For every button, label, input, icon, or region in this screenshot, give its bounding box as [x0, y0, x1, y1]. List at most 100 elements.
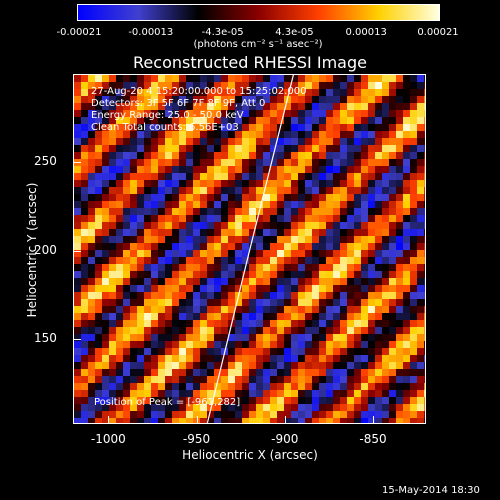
heatmap-cell: [158, 278, 165, 285]
heatmap-cell: [305, 278, 312, 285]
heatmap-cell: [88, 145, 95, 152]
heatmap-cell: [228, 222, 235, 229]
heatmap-cell: [214, 222, 221, 229]
heatmap-cell: [179, 390, 186, 397]
heatmap-cell: [165, 173, 172, 180]
heatmap-cell: [424, 341, 425, 348]
heatmap-cell: [193, 383, 200, 390]
heatmap-cell: [354, 285, 361, 292]
heatmap-cell: [74, 320, 81, 327]
heatmap-cell: [256, 250, 263, 257]
heatmap-cell: [144, 194, 151, 201]
heatmap-cell: [403, 124, 410, 131]
heatmap-cell: [354, 292, 361, 299]
heatmap-cell: [81, 250, 88, 257]
heatmap-cell: [424, 124, 425, 131]
heatmap-cell: [319, 75, 326, 82]
heatmap-cell: [158, 180, 165, 187]
heatmap-cell: [221, 131, 228, 138]
heatmap-cell: [326, 96, 333, 103]
heatmap-cell: [214, 299, 221, 306]
heatmap-cell: [88, 131, 95, 138]
heatmap-cell: [424, 411, 425, 418]
heatmap-cell: [179, 166, 186, 173]
heatmap-cell: [270, 180, 277, 187]
heatmap-cell: [95, 348, 102, 355]
heatmap-cell: [207, 271, 214, 278]
heatmap-cell: [179, 334, 186, 341]
heatmap-cell: [172, 117, 179, 124]
heatmap-cell: [144, 341, 151, 348]
heatmap-cell: [137, 103, 144, 110]
heatmap-cell: [151, 96, 158, 103]
heatmap-cell: [361, 75, 368, 82]
heatmap-cell: [151, 250, 158, 257]
heatmap-cell: [144, 306, 151, 313]
heatmap-cell: [410, 208, 417, 215]
heatmap-cell: [347, 397, 354, 404]
heatmap-cell: [403, 89, 410, 96]
heatmap-cell: [347, 82, 354, 89]
heatmap-cell: [256, 236, 263, 243]
heatmap-cell: [221, 341, 228, 348]
heatmap-cell: [214, 348, 221, 355]
y-tick-mark: [73, 339, 81, 341]
heatmap-cell: [375, 152, 382, 159]
heatmap-cell: [291, 131, 298, 138]
heatmap-cell: [256, 180, 263, 187]
heatmap-cell: [319, 152, 326, 159]
heatmap-cell: [165, 292, 172, 299]
heatmap-cell: [382, 124, 389, 131]
heatmap-cell: [382, 383, 389, 390]
heatmap-cell: [326, 369, 333, 376]
heatmap-cell: [137, 369, 144, 376]
heatmap-cell: [74, 173, 81, 180]
heatmap-cell: [172, 103, 179, 110]
heatmap-cell: [137, 362, 144, 369]
heatmap-cell: [354, 327, 361, 334]
heatmap-cell: [242, 285, 249, 292]
heatmap-cell: [319, 257, 326, 264]
heatmap-cell: [424, 236, 425, 243]
heatmap-cell: [368, 82, 375, 89]
heatmap-cell: [305, 117, 312, 124]
heatmap-cell: [417, 334, 424, 341]
x-tick-label: -900: [271, 432, 299, 446]
heatmap-cell: [228, 355, 235, 362]
heatmap-cell: [95, 355, 102, 362]
heatmap-cell: [347, 215, 354, 222]
heatmap-cell: [291, 348, 298, 355]
heatmap-cell: [347, 152, 354, 159]
heatmap-cell: [165, 390, 172, 397]
heatmap-cell: [116, 75, 123, 82]
heatmap-cell: [277, 411, 284, 418]
heatmap-cell: [340, 124, 347, 131]
heatmap-cell: [137, 320, 144, 327]
heatmap-cell: [137, 299, 144, 306]
heatmap-cell: [270, 313, 277, 320]
heatmap-cell: [228, 411, 235, 418]
heatmap-cell: [137, 138, 144, 145]
heatmap-cell: [424, 201, 425, 208]
heatmap-cell: [333, 348, 340, 355]
heatmap-cell: [74, 222, 81, 229]
heatmap-cell: [95, 159, 102, 166]
heatmap-cell: [256, 138, 263, 145]
heatmap-cell: [284, 327, 291, 334]
heatmap-cell: [186, 145, 193, 152]
heatmap-cell: [158, 397, 165, 404]
heatmap-cell: [410, 264, 417, 271]
heatmap-cell: [284, 159, 291, 166]
heatmap-cell: [221, 306, 228, 313]
heatmap-cell: [270, 306, 277, 313]
heatmap-cell: [158, 369, 165, 376]
heatmap-cell: [291, 96, 298, 103]
heatmap-cell: [130, 271, 137, 278]
heatmap-cell: [333, 124, 340, 131]
heatmap-cell: [165, 96, 172, 103]
heatmap-cell: [396, 418, 403, 423]
heatmap-cell: [312, 243, 319, 250]
heatmap-cell: [137, 383, 144, 390]
heatmap-cell: [382, 110, 389, 117]
heatmap-cell: [95, 292, 102, 299]
